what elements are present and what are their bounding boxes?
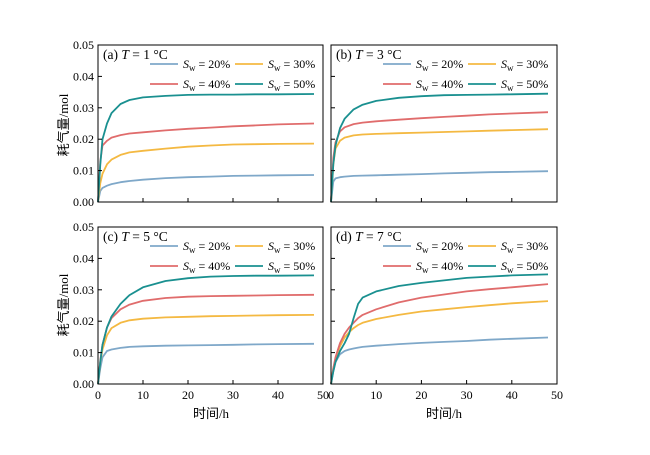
panel-4: 0 10 20 30 40 50 (d) T = 7 °C Sw = 20% Sw = 30% S… xyxy=(328,226,563,402)
y-tick-label: 0.03 xyxy=(73,283,94,297)
legend-entry: Sw = 30% xyxy=(501,239,548,255)
panel-title: (c) T = 5 °C xyxy=(103,229,168,244)
series-line-50pct xyxy=(97,274,315,385)
panel-title: (b) T = 3 °C xyxy=(336,47,402,62)
legend-entry: Sw = 40% xyxy=(183,77,230,93)
series-line-20pct xyxy=(330,336,549,385)
legend-entry: Sw = 40% xyxy=(416,77,463,93)
series-line-50pct xyxy=(330,273,549,385)
x-tick-label: 20 xyxy=(415,388,427,402)
x-tick-label: 0 xyxy=(328,388,334,402)
x-tick-label: 30 xyxy=(227,388,239,402)
x-tick-label: 0 xyxy=(95,388,101,402)
x-axis-title-left: 时间/h xyxy=(193,406,230,421)
series-line-30pct xyxy=(330,128,549,203)
legend-entry: Sw = 20% xyxy=(416,57,463,73)
legend-entry: Sw = 40% xyxy=(416,259,463,275)
plot-frame xyxy=(330,44,558,203)
series-line-20pct xyxy=(330,170,549,203)
y-tick-label: 0.03 xyxy=(73,101,94,115)
x-tick-label: 10 xyxy=(137,388,149,402)
y-tick-label: 0.02 xyxy=(73,314,94,328)
plot-frame xyxy=(330,226,558,385)
y-tick-label: 0.00 xyxy=(73,377,94,391)
x-tick-label: 30 xyxy=(461,388,473,402)
legend-entry: Sw = 20% xyxy=(183,239,230,255)
y-axis-title-top: 耗气量/mol xyxy=(56,93,71,156)
x-tick-label: 10 xyxy=(370,388,382,402)
plot-frame xyxy=(97,226,324,385)
legend-entry: Sw = 20% xyxy=(416,239,463,255)
y-tick-label: 0.01 xyxy=(73,164,94,178)
x-tick-label: 50 xyxy=(317,388,329,402)
panel-1: 0.00 0.01 0.02 0.03 0.04 0.05 (a) T = 1 °C Sw =… xyxy=(73,38,324,209)
x-tick-label: 40 xyxy=(272,388,284,402)
legend-entry: Sw = 30% xyxy=(268,57,315,73)
y-tick-label: 0.04 xyxy=(73,69,94,83)
panel-3: 0 10 20 30 40 50 0.00 0.01 0.02 0.03 0.04 0.05 (c) T… xyxy=(73,220,329,402)
panel-2: (b) T = 3 °C Sw = 20% Sw = 30% Sw = 40% Sw =… xyxy=(330,44,558,203)
y-tick-label: 0.00 xyxy=(73,195,94,209)
y-tick-label: 0.05 xyxy=(73,220,94,234)
series-line-20pct xyxy=(97,342,315,385)
plot-frame xyxy=(97,44,324,203)
y-tick-label: 0.01 xyxy=(73,346,94,360)
y-tick-label: 0.05 xyxy=(73,38,94,52)
series-line-40pct xyxy=(97,293,315,385)
y-tick-label: 0.02 xyxy=(73,132,94,146)
x-tick-label: 50 xyxy=(551,388,563,402)
legend-entry: Sw = 50% xyxy=(501,77,548,93)
legend-entry: Sw = 50% xyxy=(268,259,315,275)
panel-title: (d) T = 7 °C xyxy=(336,229,402,244)
legend-entry: Sw = 50% xyxy=(501,259,548,275)
series-line-40pct xyxy=(330,283,549,385)
series-line-40pct xyxy=(330,111,549,203)
legend-entry: Sw = 30% xyxy=(268,239,315,255)
legend-entry: Sw = 30% xyxy=(501,57,548,73)
x-tick-label: 40 xyxy=(506,388,518,402)
series-line-50pct xyxy=(97,93,315,203)
series-line-20pct xyxy=(97,174,315,203)
series-line-50pct xyxy=(330,92,549,203)
series-line-30pct xyxy=(97,142,315,203)
panel-title: (a) T = 1 °C xyxy=(103,47,168,62)
legend-entry: Sw = 40% xyxy=(183,259,230,275)
y-tick-label: 0.04 xyxy=(73,251,94,265)
x-axis-title-right: 时间/h xyxy=(426,406,463,421)
x-tick-label: 20 xyxy=(182,388,194,402)
y-axis-title-bottom: 耗气量/mol xyxy=(56,273,71,336)
legend-entry: Sw = 50% xyxy=(268,77,315,93)
series-line-40pct xyxy=(97,122,315,203)
series-line-30pct xyxy=(97,314,315,385)
legend-entry: Sw = 20% xyxy=(183,57,230,73)
